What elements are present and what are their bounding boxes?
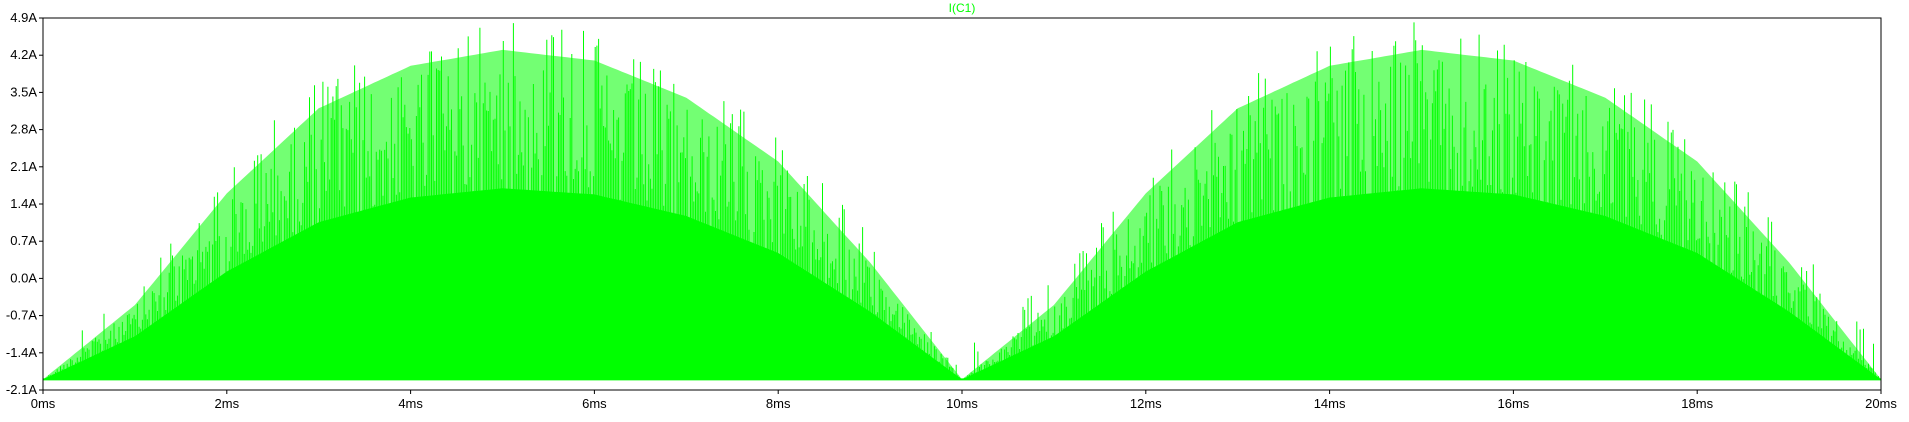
x-tick-label: 12ms	[1130, 396, 1162, 411]
chart-title: I(C1)	[949, 1, 976, 15]
x-tick-label: 4ms	[398, 396, 423, 411]
series-dense-region	[43, 188, 1881, 380]
x-tick-label: 20ms	[1865, 396, 1897, 411]
y-tick-label: 3.5A	[10, 84, 37, 99]
x-tick-label: 16ms	[1498, 396, 1530, 411]
x-tick-layer: 0ms 2ms 4ms 6ms 8ms 10ms 12ms 14ms 16ms 18ms 20ms	[31, 390, 1897, 411]
x-tick-label: 10ms	[946, 396, 978, 411]
series-layer	[43, 22, 1881, 381]
x-tick-label: 8ms	[766, 396, 791, 411]
y-tick-label: 1.4A	[10, 196, 37, 211]
x-tick-label: 14ms	[1314, 396, 1346, 411]
x-tick-label: 18ms	[1681, 396, 1713, 411]
x-tick-label: 2ms	[215, 396, 240, 411]
y-tick-label: 2.1A	[10, 159, 37, 174]
y-tick-label: -1.4A	[6, 345, 37, 360]
y-tick-label: -0.7A	[6, 308, 37, 323]
x-tick-label: 0ms	[31, 396, 56, 411]
y-tick-label: 4.9A	[10, 10, 37, 25]
y-tick-label: 0.0A	[10, 270, 37, 285]
y-tick-label: 2.8A	[10, 122, 37, 137]
y-tick-layer: 4.9A 4.2A 3.5A 2.8A 2.1A 1.4A 0.7A 0.0A -0.7A -1.…	[6, 10, 43, 397]
y-tick-label: -2.1A	[6, 382, 37, 397]
plot-frame	[42, 17, 1882, 391]
y-tick-label: 0.7A	[10, 233, 37, 248]
x-tick-label: 6ms	[582, 396, 607, 411]
y-tick-label: 4.2A	[10, 47, 37, 62]
